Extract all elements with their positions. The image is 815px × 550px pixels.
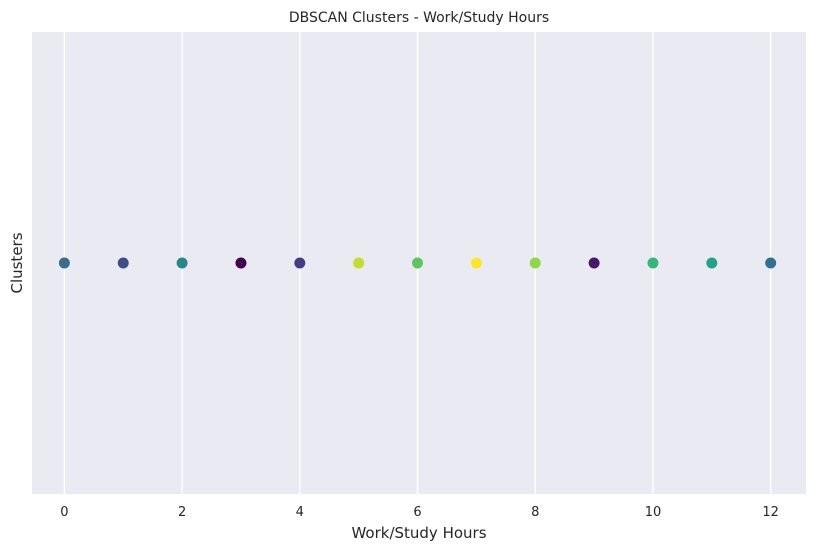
data-point [647,257,659,269]
x-tick-label: 12 [762,505,779,520]
data-point [706,257,718,269]
data-point [117,257,129,269]
data-point [412,257,424,269]
x-tick-label: 8 [531,505,539,520]
x-axis-label: Work/Study Hours [351,524,486,542]
x-tick-label: 6 [413,505,421,520]
data-point [588,257,600,269]
data-point [470,257,482,269]
data-point [353,257,365,269]
y-axis-label: Clusters [8,232,26,293]
data-point [294,257,306,269]
data-point [58,257,70,269]
chart-title: DBSCAN Clusters - Work/Study Hours [289,10,549,26]
x-tick-label: 0 [60,505,68,520]
x-tick-label: 4 [296,505,304,520]
x-tick-label: 2 [178,505,186,520]
x-axis-ticks: 0 2 4 6 8 10 12 [60,505,779,520]
data-points [58,257,777,269]
data-point [765,257,777,269]
data-point [176,257,188,269]
x-tick-label: 10 [645,505,662,520]
data-point [529,257,541,269]
data-point [235,257,247,269]
